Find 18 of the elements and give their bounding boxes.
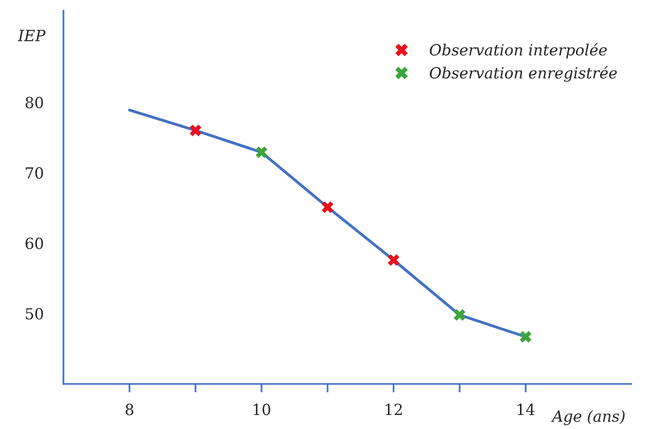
- x-tick-label: 10: [254, 404, 270, 416]
- point: [520, 330, 532, 343]
- legend-label: Observation interpolée: [430, 43, 607, 59]
- y-tick-label: 60: [26, 238, 43, 250]
- x-tick-label: 14: [518, 404, 535, 416]
- legend-label: Observation enregistrée: [430, 66, 617, 82]
- y-tick-label: 80: [26, 96, 43, 108]
- y-axis-title: IEP: [18, 30, 46, 42]
- y-tick-label: 70: [26, 167, 43, 179]
- point: [190, 124, 202, 136]
- point: [388, 254, 400, 266]
- point: [454, 309, 466, 321]
- point: [322, 201, 334, 214]
- y-tick-label: 50: [26, 308, 43, 320]
- x-axis-title: Age (ans): [550, 410, 625, 426]
- point: [256, 146, 268, 158]
- x-tick-label: 12: [386, 404, 402, 416]
- x-tick-label: 8: [126, 404, 134, 416]
